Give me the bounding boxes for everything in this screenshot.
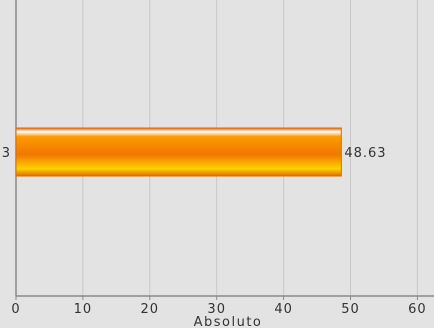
bars [15, 127, 342, 177]
bar-3 [15, 127, 342, 177]
x-tick-label-50: 50 [341, 302, 360, 317]
x-tick-label-40: 40 [274, 302, 293, 317]
x-tick-label-60: 60 [408, 302, 427, 317]
bar-value-label: 48.63 [344, 146, 386, 161]
x-axis-ticks: 0 10 20 30 40 50 60 [11, 296, 426, 317]
x-axis-title: Absoluto [194, 315, 263, 328]
x-tick-label-10: 10 [74, 302, 93, 317]
x-tick-label-20: 20 [141, 302, 160, 317]
y-category-label: 3 [2, 146, 10, 161]
data-labels: 48.63 3 [2, 146, 386, 161]
x-tick-label-0: 0 [11, 302, 20, 317]
x-tick-label-30: 30 [207, 302, 226, 317]
